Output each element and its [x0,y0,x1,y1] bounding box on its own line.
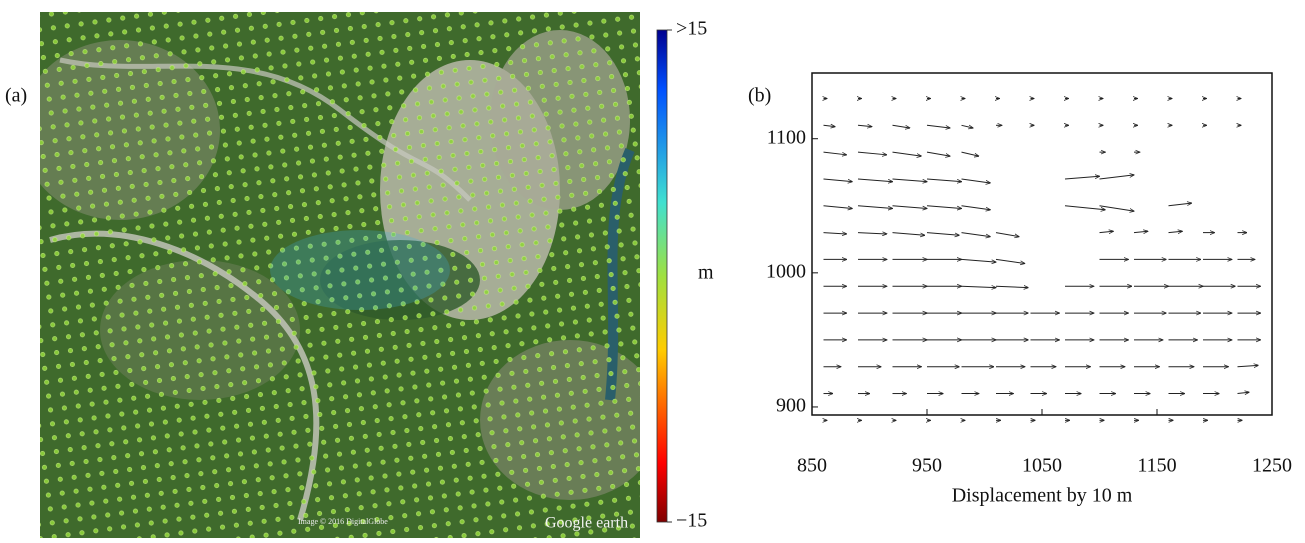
x-tick-label: 850 [797,455,827,477]
x-tick-label: 1250 [1252,455,1292,477]
vector-arrow [961,125,974,128]
colorbar [656,29,668,523]
vector-arrow [823,233,847,234]
vector-arrow [1064,205,1105,210]
vector-arrow [961,151,979,156]
vector-arrow [926,151,950,156]
image-credit: Image © 2016 DigitalGlobe [298,517,388,526]
vector-arrow [1099,231,1114,232]
watermark: Google earth [545,515,628,532]
y-tick-label: 1000 [766,260,806,282]
colorbar-tick-label: −15 [676,510,707,532]
vector-arrow [823,151,847,155]
vector-arrow [823,205,853,209]
colorbar-label: m [698,262,714,284]
vector-arrow [961,205,991,210]
vector-arrow [995,286,1028,287]
vector-arrow [1237,392,1250,393]
vector-arrow [961,232,991,237]
x-tick-label: 1050 [1022,455,1062,477]
x-tick-label: 950 [912,455,942,477]
y-tick-label: 900 [776,395,806,417]
vector-arrow [857,151,887,155]
satellite-image [40,12,640,538]
plot-frame [811,72,1273,416]
vector-arrow [995,232,1019,237]
panel-label: (a) [5,85,27,107]
vector-arrow [823,178,853,182]
vector-arrow [1133,231,1148,232]
x-axis-label: Displacement by 10 m [952,485,1133,507]
panel-label: (b) [748,85,771,107]
vector-arrow [926,232,959,236]
vector-arrow [926,205,962,209]
vector-arrow [857,233,887,234]
vector-arrow [1237,365,1259,366]
vector-arrow [1099,175,1135,180]
x-tick-label: 1150 [1137,455,1176,477]
vector-arrow [1064,176,1100,180]
vector-arrow [892,151,922,156]
vector-arrow [1168,231,1183,232]
vector-arrow [995,258,1025,263]
vector-arrow [961,286,997,287]
vector-arrow [926,124,950,128]
vector-arrow [857,178,893,182]
vector-arrow [892,205,928,209]
vector-arrow [1099,205,1135,211]
vector-arrow [961,178,991,183]
vector-arrow [892,178,928,182]
colorbar-tick-label: >15 [676,18,707,40]
vector-arrow [857,125,872,126]
vector-arrow [926,178,962,182]
vector-arrow [892,232,925,236]
vector-arrow [1168,203,1192,207]
vector-arrow [857,205,893,209]
vector-arrow [961,258,997,262]
vector-arrow [892,124,910,128]
y-tick-label: 1100 [767,126,806,148]
vector-arrow [823,125,836,126]
